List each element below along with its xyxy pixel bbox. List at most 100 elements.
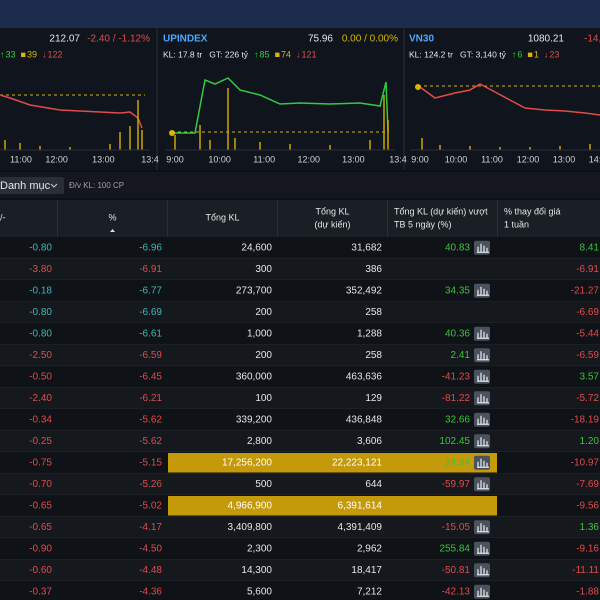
chart-icon [477,286,489,296]
cell: 3,409,800 [228,522,273,533]
cell: -9.16 [576,543,599,554]
column-header[interactable]: /- [0,212,6,222]
cell: -5.15 [139,457,162,468]
cell: 3.57 [580,371,600,382]
cell: -5.72 [576,393,599,404]
cell: 40.36 [445,328,470,339]
cell: 2,300 [247,543,272,554]
cell: 360,000 [236,371,273,382]
row-bg[interactable] [0,258,600,281]
cell: -4.50 [139,543,162,554]
breadth-icon: ↓ [42,49,47,59]
column-header[interactable]: TB 5 ngày (%) [394,219,452,229]
cell: -0.18 [29,285,52,296]
cell: 258 [365,307,382,318]
cell: -6.69 [576,307,599,318]
column-header[interactable]: 1 tuần [504,219,529,229]
time-label: 12:00 [298,154,321,164]
breadth-ref: 39 [27,49,37,59]
mini-chart [0,94,150,151]
chart-icon [477,415,489,425]
cell: -9.56 [576,500,599,511]
cell: 436,848 [346,414,383,425]
time-label: 14:00 [589,154,600,164]
cell: -6.96 [139,242,162,253]
chart-icon [477,243,489,253]
time-label: 13:4 [389,154,407,164]
cell: -2.50 [29,350,52,361]
breadth-up: 85 [260,49,270,59]
cell: -5.02 [139,500,162,511]
breadth-down: 122 [47,49,62,59]
row-bg[interactable] [0,538,600,560]
cell: -6.61 [139,328,162,339]
mini-chart [165,77,395,151]
cell: -6.59 [139,350,162,361]
row-bg[interactable] [0,323,600,345]
row-bg[interactable] [0,559,600,582]
chart-icon [477,458,489,468]
cell: 8.41 [580,242,600,253]
column-header[interactable]: (dự kiến) [314,219,350,229]
row-bg[interactable] [0,516,600,539]
column-header[interactable]: % thay đổi giá [504,206,561,216]
time-label: 9:00 [411,154,429,164]
cell: 463,636 [346,371,383,382]
column-header[interactable]: % [108,212,116,222]
cell: -0.70 [29,479,52,490]
row-bg[interactable] [0,237,600,259]
column-header[interactable]: Tổng KL [205,212,239,222]
cell: 386 [365,264,382,275]
breadth-down: 23 [549,49,559,59]
cell: -0.65 [29,522,52,533]
row-bg[interactable] [0,280,600,302]
column-header[interactable]: Tổng KL (dự kiến) vượt [394,206,488,216]
column-header[interactable]: Tổng KL [315,206,349,216]
row-bg[interactable] [0,409,600,431]
index-volume: KL: 124.2 tr GT: 3,140 tỷ [409,49,507,59]
cell: -59.97 [442,479,471,490]
breadth-icon: ↑ [0,49,5,59]
breadth-icon: ↑ [512,49,517,59]
time-label: 11:00 [253,154,275,164]
watchlist-dropdown[interactable] [0,177,64,194]
dropdown-arrow [50,183,58,188]
breadth-up: 6 [517,49,522,59]
cell: -0.80 [29,242,52,253]
row-bg[interactable] [0,473,600,496]
cell: -7.69 [576,479,599,490]
cell: 17,256,200 [222,457,272,468]
cell: -4.17 [139,522,162,533]
cell: -0.50 [29,371,52,382]
cell: 5,600 [247,586,272,597]
breadth-icon: ↓ [296,49,301,59]
cell: -3.80 [29,264,52,275]
cell: -42.13 [442,586,471,597]
index-value: 1080.21 [528,34,565,45]
mini-chart [410,83,600,151]
chart-icon [477,587,489,597]
cell: 273,700 [236,285,273,296]
row-bg[interactable] [0,581,600,600]
row-bg[interactable] [0,387,600,410]
breadth-icon: ■ [21,49,26,59]
cell: 24.34 [445,457,470,468]
cell: 255.84 [439,543,470,554]
highlight [168,453,497,473]
row-bg[interactable] [0,344,600,367]
cell: 1.20 [580,436,600,447]
index-value: 212.07 [49,34,80,45]
row-bg[interactable] [0,430,600,453]
cell: -15.05 [442,522,471,533]
row-bg[interactable] [0,366,600,388]
cell: 2.41 [451,350,471,361]
row-bg[interactable] [0,301,600,324]
watchlist-label[interactable]: Danh mục [0,180,51,192]
cell: 1,000 [247,328,272,339]
breadth-down: 121 [302,49,317,59]
toolbar [0,172,600,198]
cell: -18.19 [571,414,600,425]
cell: 100 [255,393,272,404]
